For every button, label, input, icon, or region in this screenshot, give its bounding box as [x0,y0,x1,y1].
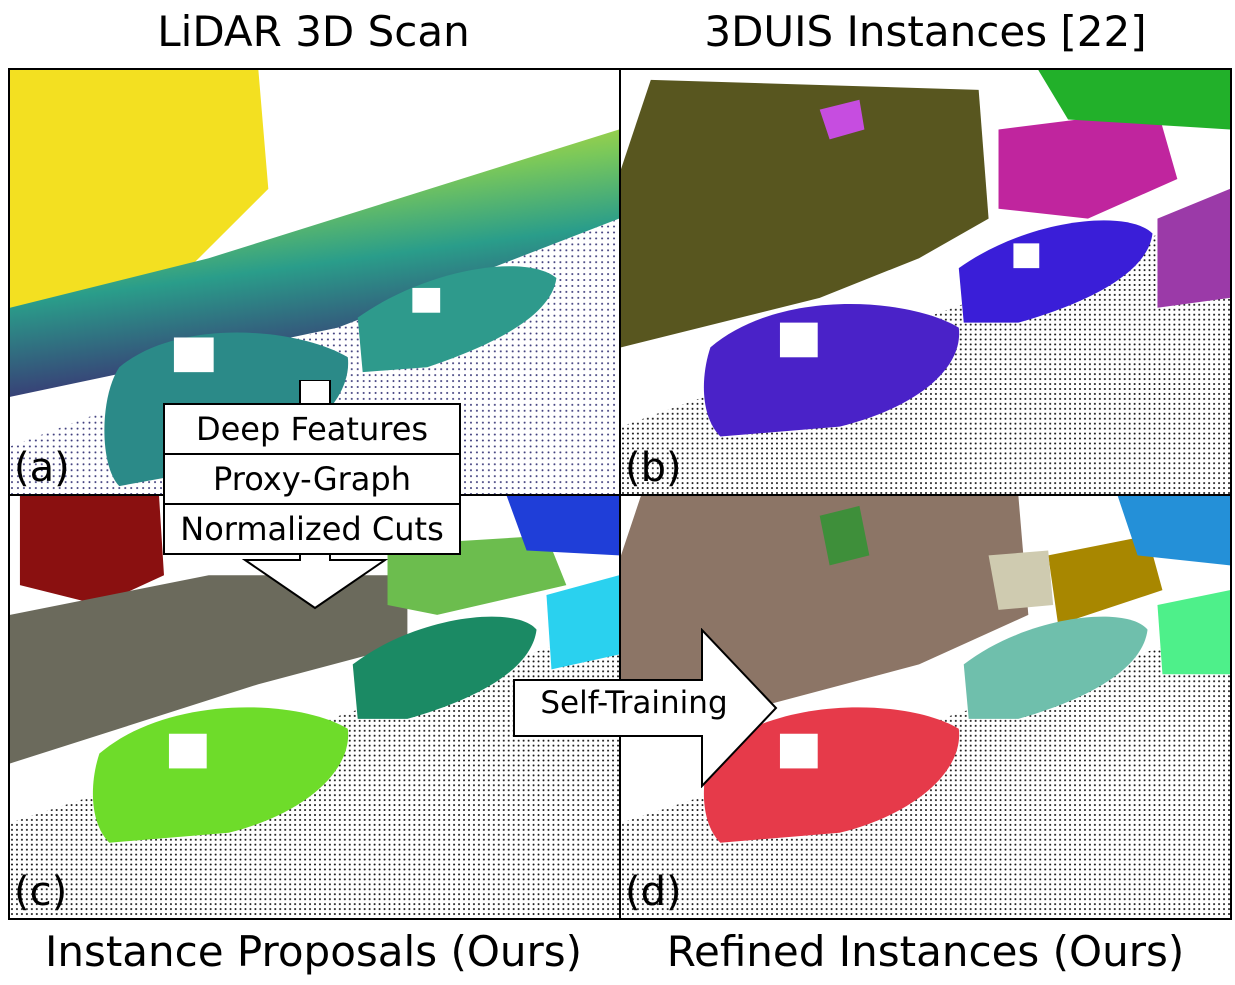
3duis-instances-image [621,70,1230,494]
pipeline-steps-box: Deep Features Proxy-Graph Normalized Cut… [163,403,461,555]
self-training-label: Self-Training [540,685,728,721]
panel-a-label: (a) [14,445,70,491]
pipeline-step-deep-features: Deep Features [195,410,429,448]
panel-a-title: LiDAR 3D Scan [157,7,470,56]
panel-d-label: (d) [625,869,682,915]
pipeline-step-normalized-cuts: Normalized Cuts [165,503,459,553]
pipeline-step-proxy-graph: Proxy-Graph [165,453,459,503]
self-training-arrow [513,628,778,788]
panel-c-title: Instance Proposals (Ours) [44,927,583,976]
panel-3duis-instances: (b) [619,68,1232,496]
panel-c-label: (c) [14,869,68,915]
panel-b-label: (b) [625,445,682,491]
panel-b-title: 3DUIS Instances [22] [704,7,1147,56]
panel-d-title: Refined Instances (Ours) [666,927,1185,976]
